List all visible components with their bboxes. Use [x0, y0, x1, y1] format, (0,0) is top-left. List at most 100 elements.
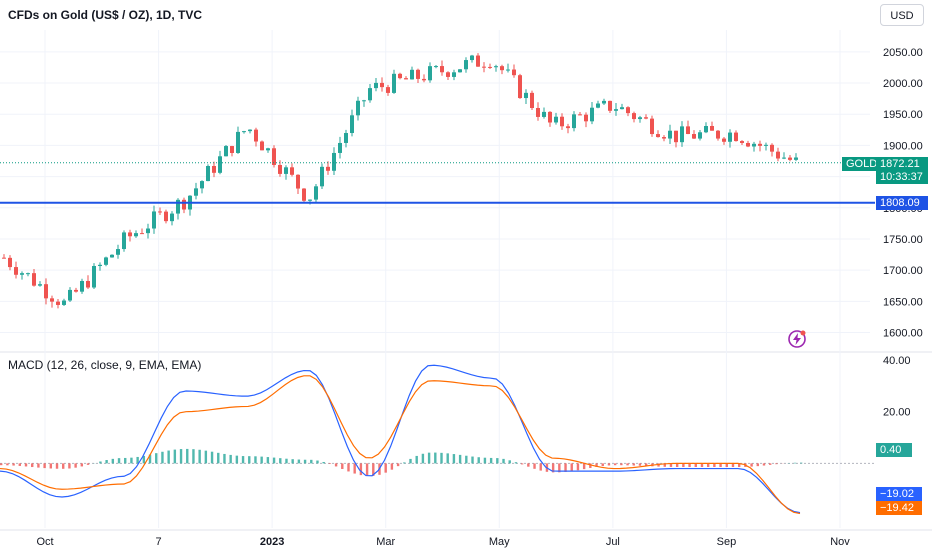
candle	[446, 71, 450, 80]
candle	[518, 73, 522, 99]
candle	[512, 64, 516, 78]
histogram-bar	[694, 463, 697, 468]
candle	[86, 275, 90, 290]
histogram-bar	[24, 463, 28, 467]
candle	[2, 254, 6, 259]
candle	[692, 130, 696, 139]
histogram-bar	[80, 463, 84, 467]
histogram-bar	[558, 463, 561, 473]
candle	[224, 144, 228, 157]
candle	[392, 69, 396, 94]
histogram-bar	[688, 463, 691, 468]
candle	[734, 130, 738, 142]
histogram-bar	[179, 449, 183, 464]
candle	[710, 121, 714, 131]
candle	[560, 113, 564, 130]
histogram-bar	[31, 463, 34, 468]
histogram-bar	[372, 463, 375, 476]
histogram-bar	[520, 463, 524, 465]
candle	[434, 64, 438, 69]
x-tick-label: 7	[156, 536, 162, 548]
candle	[374, 78, 378, 92]
candle	[758, 140, 762, 152]
candle	[206, 164, 210, 182]
symbol-tag: GOLD	[842, 157, 882, 171]
histogram-tag: 0.40	[876, 443, 912, 457]
candle	[302, 188, 306, 202]
candle	[506, 63, 510, 73]
candle	[776, 147, 780, 162]
histogram-bar	[415, 455, 418, 464]
histogram-bar	[663, 463, 666, 467]
candle	[182, 197, 186, 214]
histogram-bar	[111, 458, 115, 464]
candle	[524, 89, 528, 105]
price-tick-label: 1650.00	[883, 296, 923, 308]
histogram-bar	[527, 463, 530, 467]
candle	[788, 154, 792, 162]
histogram-bar	[105, 460, 108, 464]
histogram-bar	[37, 463, 40, 468]
candle	[770, 143, 774, 157]
histogram-bar	[682, 463, 685, 468]
histogram-bar	[725, 463, 728, 468]
histogram-bar	[136, 456, 139, 464]
candle	[296, 174, 300, 195]
histogram-bar	[595, 463, 598, 467]
candle	[92, 263, 96, 289]
candle	[242, 130, 246, 134]
candle	[686, 120, 690, 135]
histogram-bar	[12, 463, 15, 466]
histogram-bar	[768, 463, 772, 465]
macd-tag: −19.02	[876, 487, 922, 501]
histogram-bar	[533, 463, 536, 469]
lightning-icon[interactable]	[787, 329, 807, 349]
histogram-bar	[465, 455, 468, 464]
candle	[728, 129, 732, 148]
histogram-bar	[403, 462, 406, 464]
histogram-bar	[303, 459, 307, 464]
histogram-bar	[539, 463, 542, 471]
histogram-bar	[18, 463, 22, 466]
histogram-bar	[155, 453, 158, 464]
candle	[122, 230, 126, 252]
histogram-bar	[421, 453, 425, 464]
candle	[98, 262, 102, 271]
candle	[146, 223, 150, 239]
candle	[602, 98, 606, 106]
price-tick-label: 1950.00	[883, 109, 923, 121]
macd-tick-label: 40.00	[883, 355, 911, 367]
histogram-bar	[675, 463, 679, 468]
histogram-bar	[86, 463, 90, 465]
candle	[236, 126, 240, 154]
price-tick-label: 2000.00	[883, 78, 923, 90]
candle	[158, 207, 162, 216]
histogram-bar	[124, 457, 127, 464]
candle	[272, 145, 276, 168]
histogram-bar	[241, 456, 245, 464]
histogram-bar	[502, 458, 505, 464]
histogram-bar	[49, 463, 53, 469]
candle	[698, 129, 702, 141]
price-tick-label: 1700.00	[883, 265, 923, 277]
candle	[62, 298, 66, 307]
candle	[134, 230, 138, 238]
macd-tick-label: 20.00	[883, 407, 911, 419]
price-tick-label: 2050.00	[883, 47, 923, 59]
candle	[176, 198, 180, 220]
histogram-bar	[353, 463, 356, 474]
candle	[404, 76, 408, 80]
histogram-bar	[589, 463, 592, 468]
candle	[344, 129, 348, 148]
candle	[764, 142, 768, 151]
candle	[452, 69, 456, 81]
histogram-bar	[328, 463, 332, 465]
candle	[290, 163, 294, 177]
histogram-bar	[613, 463, 617, 466]
candle	[386, 84, 390, 96]
candle	[152, 205, 156, 234]
histogram-bar	[737, 463, 741, 468]
currency-button[interactable]: USD	[880, 4, 924, 26]
histogram-bar	[762, 463, 766, 466]
